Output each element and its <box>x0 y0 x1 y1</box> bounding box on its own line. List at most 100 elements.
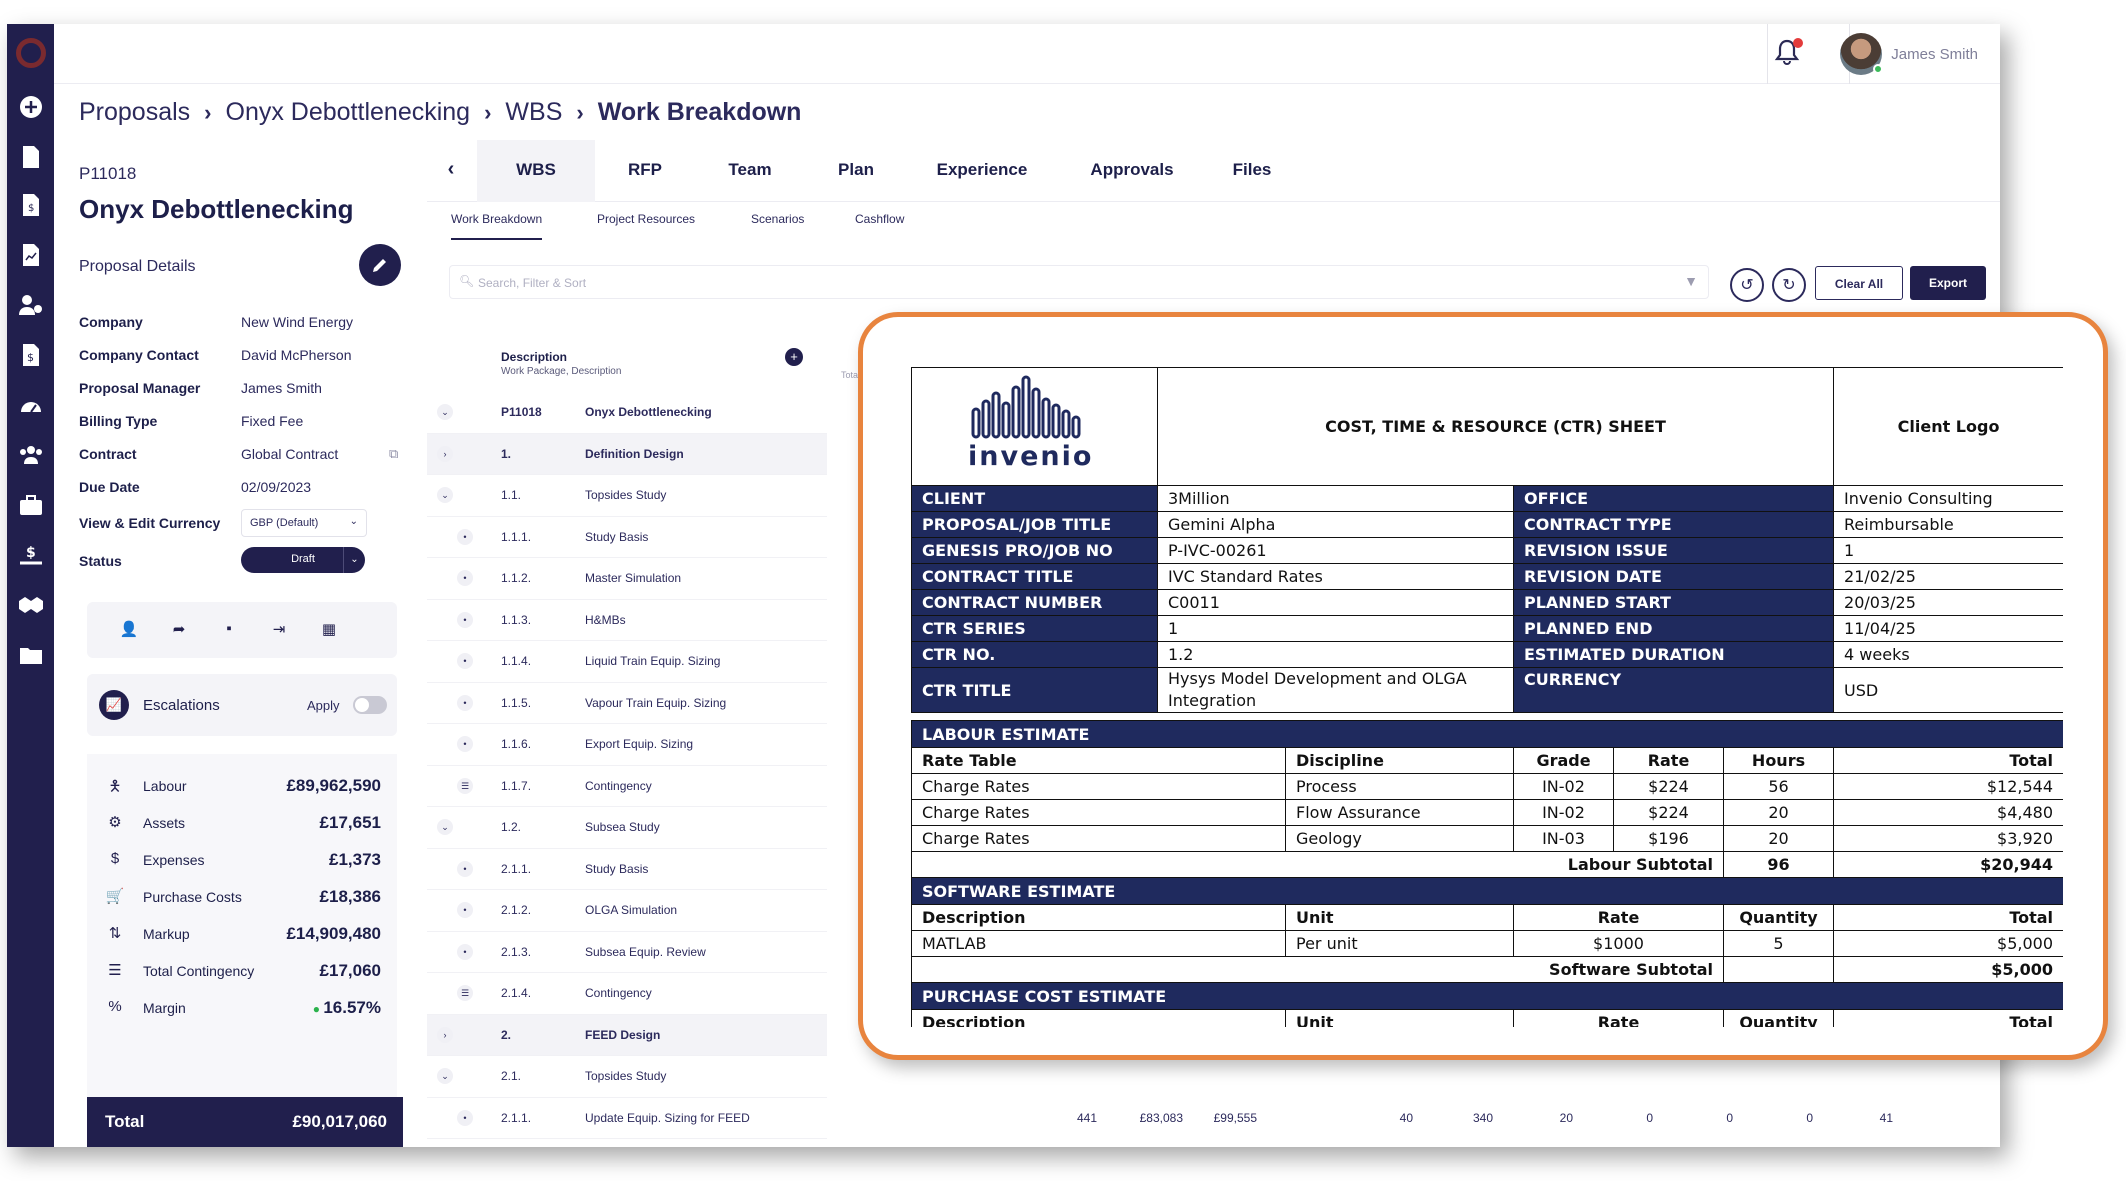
table-row[interactable]: ⌄ P11018 Onyx Debottlenecking <box>427 392 827 434</box>
table-row[interactable]: ☰ 2.1.4. Contingency <box>427 973 827 1015</box>
margin-value: 16.57% <box>323 998 381 1017</box>
tab-approvals[interactable]: Approvals <box>1090 160 1174 179</box>
filter-icon[interactable]: ▼ <box>1684 273 1698 289</box>
payment-icon[interactable]: $ <box>16 540 46 570</box>
labour-section-row: LABOUR ESTIMATE <box>911 720 2063 748</box>
tab-experience[interactable]: Experience <box>936 160 1028 179</box>
table-row[interactable]: ⌄ 2.1. Topsides Study <box>427 1056 827 1098</box>
subtab-cashflow[interactable]: Cashflow <box>855 212 905 226</box>
bullet-icon[interactable]: • <box>457 611 473 628</box>
table-row[interactable]: ☰ 1.1.7. Contingency <box>427 766 827 807</box>
billing-icon[interactable]: $ <box>16 340 46 370</box>
chevron-right-icon[interactable]: › <box>437 1026 453 1043</box>
edit-button[interactable] <box>359 244 401 286</box>
export-button[interactable]: Export <box>1910 266 1986 300</box>
clear-all-button[interactable]: Clear All <box>1815 266 1903 300</box>
chevron-down-icon[interactable]: ⌄ <box>437 1068 453 1084</box>
table-row[interactable]: ☰2.1.2.Contingency <box>427 1139 827 1147</box>
tab-files[interactable]: Files <box>1232 160 1272 179</box>
tab-plan[interactable]: Plan <box>838 160 874 179</box>
export-doc-icon[interactable]: ⇥ <box>272 621 286 638</box>
row-description: Subsea Study <box>585 820 660 834</box>
bullet-icon[interactable]: • <box>457 943 473 960</box>
bullet-icon[interactable]: • <box>457 736 473 752</box>
bullet-icon[interactable]: • <box>457 860 473 877</box>
grid-icon[interactable]: ▦ <box>321 621 337 638</box>
bullet-icon[interactable]: • <box>457 694 473 711</box>
cost-row-labour: 🯅 Labour £89,962,590 <box>87 772 397 802</box>
chevron-left-icon[interactable]: ‹ <box>447 158 455 180</box>
breadcrumb-proposals[interactable]: Proposals <box>79 98 191 126</box>
software-cell: $5,000 <box>1833 930 2063 957</box>
bullet-icon[interactable]: • <box>457 528 473 545</box>
contingency-icon[interactable]: ☰ <box>457 985 473 1001</box>
contingency-icon[interactable]: ☰ <box>457 777 473 794</box>
dashboard-icon[interactable] <box>16 390 46 420</box>
user-name[interactable]: James Smith <box>1891 46 1978 63</box>
chevron-down-icon[interactable]: ⌄ <box>437 487 453 503</box>
labour-row: Charge Rates Process IN-02 $224 56 $12,544 <box>911 773 2063 800</box>
note-icon[interactable]: ▪ <box>226 620 232 637</box>
subtab-project-resources[interactable]: Project Resources <box>597 212 696 226</box>
table-row[interactable]: • 1.1.6. Export Equip. Sizing <box>427 724 827 766</box>
tab-team[interactable]: Team <box>728 160 772 179</box>
table-row[interactable]: › 1. Definition Design <box>427 433 827 475</box>
report-icon[interactable] <box>16 240 46 270</box>
table-row[interactable]: ⌄ 1.1. Topsides Study <box>427 475 827 517</box>
table-row[interactable]: • 2.1.1. Study Basis <box>427 849 827 890</box>
chevron-down-icon[interactable]: ⌄ <box>437 404 453 420</box>
redo-button[interactable]: ↻ <box>1772 268 1806 302</box>
briefcase-icon[interactable] <box>16 490 46 520</box>
table-row[interactable]: • 2.1.2. OLGA Simulation <box>427 890 827 932</box>
chevron-right-icon[interactable]: › <box>437 445 453 462</box>
row-number: 1.1.5. <box>501 695 532 710</box>
search-input[interactable]: 🔍︎ Search, Filter & Sort ▼ <box>449 265 1709 299</box>
external-link-icon[interactable]: ⧉ <box>389 446 399 461</box>
labour-col-rate-table: Rate Table <box>911 747 1286 774</box>
folder-icon[interactable] <box>16 640 46 670</box>
bullet-icon[interactable]: • <box>457 1109 473 1126</box>
users-icon[interactable] <box>16 290 46 320</box>
table-row[interactable]: • 1.1.4. Liquid Train Equip. Sizing <box>427 641 827 683</box>
gear-icon: ⚙ <box>108 814 122 831</box>
purchase-col-total: Total <box>1833 1009 2063 1027</box>
bullet-icon[interactable]: • <box>457 653 473 669</box>
status-select[interactable]: Draft ⌄ <box>241 547 365 573</box>
document-icon[interactable] <box>16 142 46 172</box>
share-icon[interactable]: ➦ <box>172 621 186 638</box>
avatar[interactable] <box>1840 33 1883 75</box>
ctr-info-label: PROPOSAL/JOB TITLE <box>911 511 1158 538</box>
team-icon[interactable] <box>16 440 46 470</box>
subtab-work-breakdown[interactable]: Work Breakdown <box>451 212 543 240</box>
table-row[interactable]: • 1.1.1. Study Basis <box>427 517 827 558</box>
invoice-icon[interactable]: $ <box>16 190 46 220</box>
cost-value: £14,909,480 <box>286 924 381 943</box>
add-row-button[interactable]: + <box>785 348 803 366</box>
bullet-icon[interactable]: • <box>457 570 473 586</box>
breadcrumb-wbs[interactable]: WBS <box>505 98 563 126</box>
table-row[interactable]: • 1.1.3. H&MBs <box>427 600 827 641</box>
handshake-icon[interactable] <box>16 590 46 620</box>
currency-select[interactable]: GBP (Default) ⌄ <box>241 509 367 537</box>
tab-rfp[interactable]: RFP <box>628 160 662 179</box>
escalations-toggle[interactable] <box>353 696 387 714</box>
breadcrumb-project[interactable]: Onyx Debottlenecking <box>225 98 471 126</box>
undo-button[interactable]: ↺ <box>1730 268 1764 302</box>
notification-bell-icon[interactable] <box>1774 38 1804 68</box>
bullet-icon[interactable]: • <box>457 902 473 918</box>
table-row[interactable]: › 2. FEED Design <box>427 1014 827 1056</box>
chart-icon: 📈 <box>99 690 129 720</box>
chevron-right-icon: › <box>484 99 492 125</box>
subtab-scenarios[interactable]: Scenarios <box>751 212 805 226</box>
table-row[interactable]: • 2.1.1. Update Equip. Sizing for FEED <box>427 1098 827 1139</box>
assign-user-icon[interactable]: 👤 <box>119 621 139 638</box>
tab-wbs[interactable]: WBS <box>477 140 595 202</box>
table-row[interactable]: • 2.1.3. Subsea Equip. Review <box>427 932 827 973</box>
add-icon[interactable] <box>16 92 46 122</box>
app-logo-icon[interactable] <box>16 38 46 68</box>
table-row[interactable]: • 1.1.5. Vapour Train Equip. Sizing <box>427 683 827 724</box>
action-toolbar: 👤 ➦ ▪ ⇥ ▦ <box>87 602 397 658</box>
table-row[interactable]: ⌄ 1.2. Subsea Study <box>427 807 827 849</box>
table-row[interactable]: • 1.1.2. Master Simulation <box>427 558 827 600</box>
chevron-down-icon[interactable]: ⌄ <box>437 819 453 835</box>
